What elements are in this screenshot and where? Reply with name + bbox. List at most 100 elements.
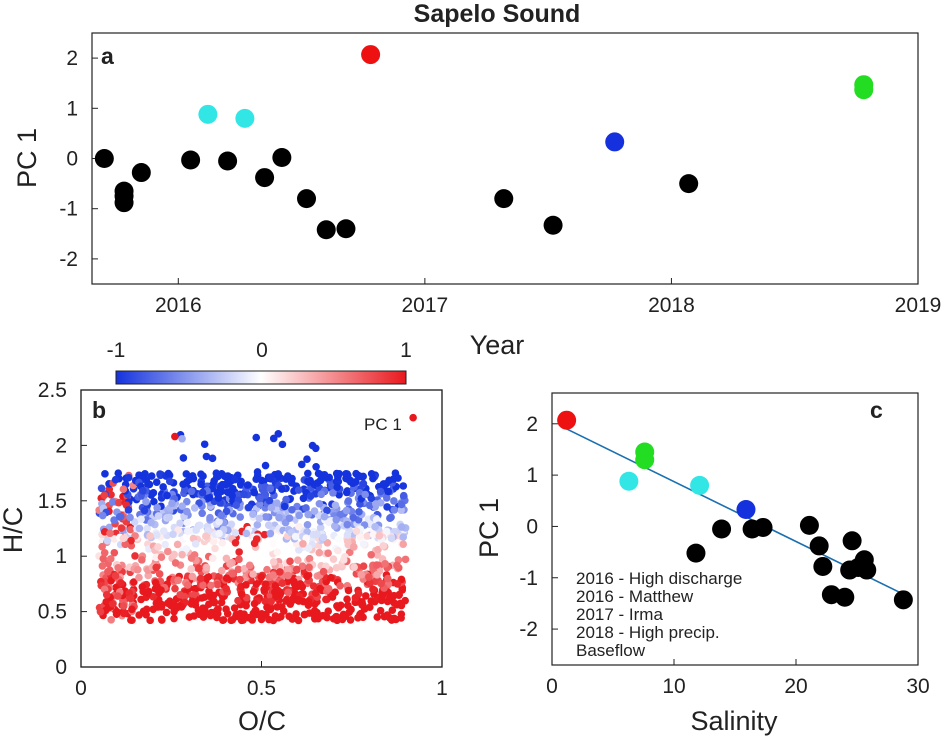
- cloud-point: [144, 571, 153, 580]
- data-point: [690, 475, 710, 495]
- cloud-point: [305, 554, 314, 563]
- data-point: [799, 515, 819, 535]
- x-tick-label: 20: [784, 675, 807, 698]
- cloud-point: [205, 600, 213, 608]
- cloud-point: [213, 580, 222, 589]
- data-point: [857, 560, 877, 580]
- cloud-point: [171, 432, 179, 441]
- cloud-point: [187, 487, 196, 496]
- cloud-point: [390, 591, 398, 600]
- cloud-point: [231, 475, 239, 484]
- cloud-point: [369, 585, 377, 594]
- cloud-point: [135, 573, 143, 582]
- cloud-point: [288, 505, 296, 514]
- colorbar-gradient: [115, 370, 407, 385]
- cloud-point: [198, 488, 207, 497]
- cloud-point: [206, 513, 214, 522]
- cloud-point: [324, 549, 332, 557]
- panel-a-letter: a: [101, 43, 114, 69]
- cloud-point: [213, 606, 221, 615]
- cloud-point: [333, 483, 342, 491]
- cloud-point: [236, 575, 244, 584]
- cloud-point: [173, 540, 182, 549]
- cloud-point: [319, 611, 327, 620]
- cloud-point: [282, 475, 290, 483]
- cloud-point: [355, 508, 363, 516]
- cloud-point: [312, 463, 320, 471]
- cloud-point: [294, 556, 302, 565]
- cloud-point: [115, 498, 123, 507]
- figure-title: Sapelo Sound: [414, 0, 581, 28]
- cloud-point: [284, 565, 292, 574]
- cloud-point: [202, 452, 211, 461]
- cloud-point: [284, 588, 292, 597]
- cloud-point: [399, 491, 408, 500]
- data-point: [94, 149, 114, 168]
- cloud-point: [366, 579, 374, 588]
- data-point: [235, 108, 255, 128]
- cloud-point: [142, 610, 150, 619]
- cloud-point: [278, 440, 287, 449]
- cloud-point: [249, 570, 257, 578]
- cloud-point: [372, 500, 380, 508]
- cloud-point: [257, 573, 265, 581]
- cloud-point: [235, 548, 243, 556]
- cloud-point: [304, 477, 312, 485]
- cloud-point: [265, 615, 273, 624]
- cloud-point: [356, 532, 364, 541]
- cloud-point: [106, 555, 115, 563]
- cloud-point: [224, 479, 233, 488]
- cloud-point: [107, 490, 115, 499]
- cloud-point: [298, 562, 307, 570]
- cloud-point: [119, 485, 128, 494]
- cloud-point: [106, 529, 114, 538]
- cloud-point: [135, 471, 143, 479]
- cloud-point: [297, 460, 306, 469]
- cloud-point: [332, 612, 340, 621]
- cloud-point: [142, 497, 150, 506]
- data-point: [854, 75, 874, 95]
- data-point: [494, 189, 514, 209]
- cloud-point: [170, 614, 178, 623]
- cloud-point: [234, 565, 243, 574]
- cloud-point: [169, 530, 177, 539]
- cloud-point: [269, 571, 277, 579]
- cloud-point: [335, 490, 343, 499]
- cloud-point: [182, 545, 191, 553]
- cloud-point: [359, 472, 367, 481]
- cloud-point: [237, 611, 246, 620]
- cloud-point: [302, 534, 311, 543]
- cloud-point: [369, 530, 378, 539]
- cloud-point: [344, 497, 353, 505]
- cloud-point: [376, 487, 385, 496]
- cloud-point: [316, 524, 325, 532]
- cloud-point: [202, 532, 210, 541]
- cloud-point: [309, 582, 318, 590]
- cloud-point: [187, 554, 196, 562]
- cloud-point: [100, 548, 109, 557]
- cloud-point: [264, 521, 273, 530]
- cloud-point: [98, 542, 106, 551]
- cloud-point: [168, 499, 176, 508]
- cloud-point: [180, 592, 189, 601]
- cloud-point: [344, 586, 353, 595]
- cloud-point: [304, 469, 312, 478]
- cloud-point: [119, 602, 128, 610]
- cloud-point: [401, 596, 409, 605]
- y-tick-label: 2: [526, 413, 538, 436]
- cloud-point: [295, 546, 303, 554]
- cloud-point: [149, 592, 157, 601]
- data-point: [635, 442, 655, 462]
- cloud-point: [310, 614, 319, 623]
- cloud-point: [357, 570, 365, 579]
- cloud-point: [153, 503, 161, 512]
- cloud-point: [263, 603, 271, 612]
- cloud-point: [286, 557, 294, 566]
- cloud-point: [251, 607, 260, 615]
- cloud-point: [373, 613, 382, 621]
- cloud-point: [127, 616, 135, 624]
- cloud-point: [114, 469, 123, 477]
- cloud-point: [320, 512, 329, 521]
- cloud-point: [170, 607, 178, 616]
- cloud-point: [189, 591, 198, 599]
